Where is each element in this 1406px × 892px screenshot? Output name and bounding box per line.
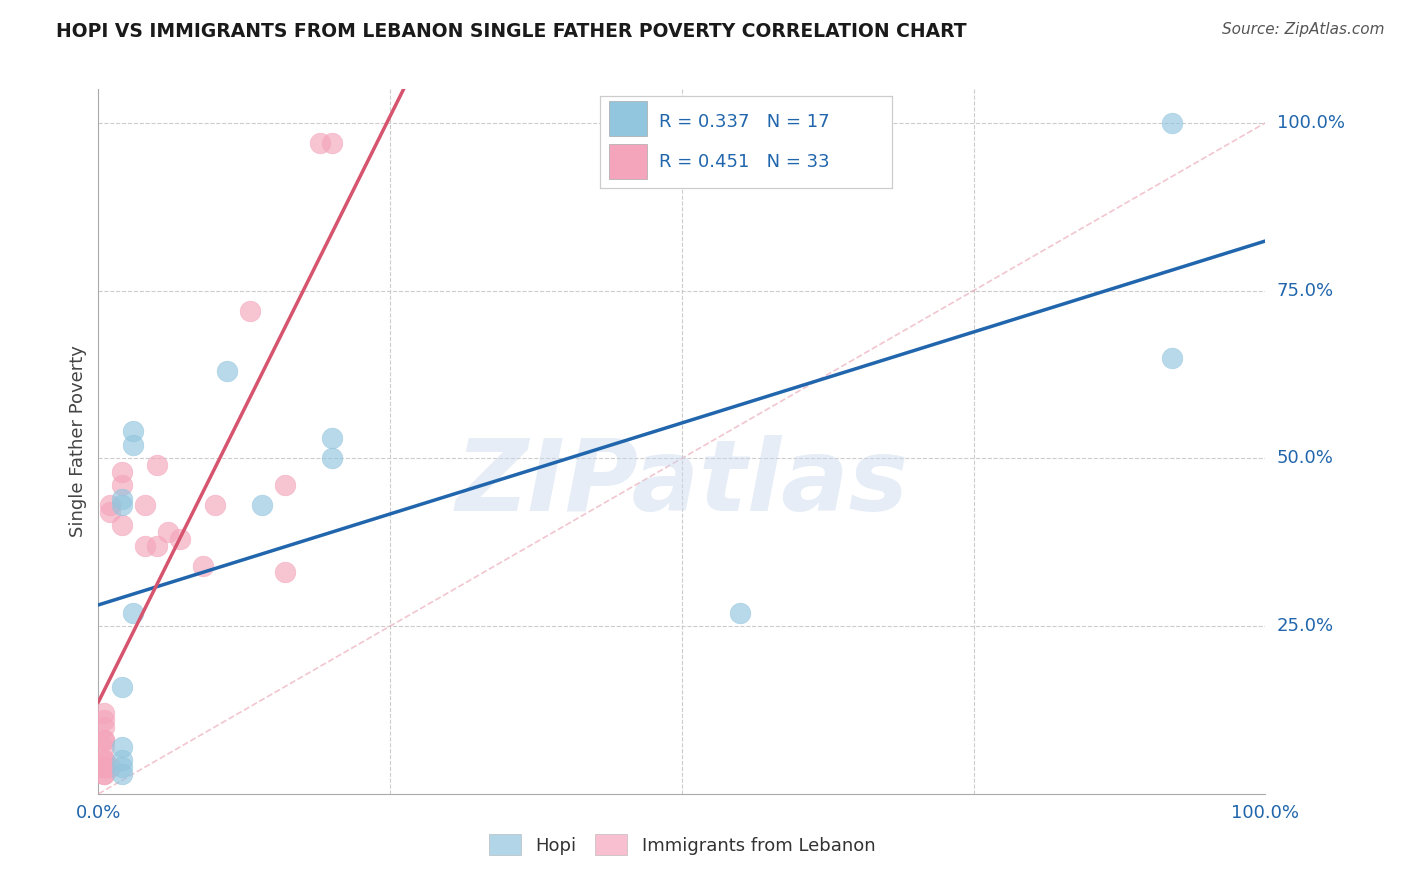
Point [157,525,180,540]
Point [93,766,115,780]
Point [93,720,115,734]
Point [1161,351,1184,365]
Point [111,766,134,780]
Text: HOPI VS IMMIGRANTS FROM LEBANON SINGLE FATHER POVERTY CORRELATION CHART: HOPI VS IMMIGRANTS FROM LEBANON SINGLE F… [56,22,967,41]
Point [98,760,121,774]
Point [93,713,115,727]
Point [215,364,238,378]
Point [122,438,145,452]
Point [111,518,134,533]
Point [250,498,273,512]
Point [169,532,191,546]
Point [111,760,134,774]
Point [93,760,115,774]
Point [111,680,134,694]
Point [239,303,262,318]
Point [93,733,115,747]
Point [93,753,115,767]
Point [122,425,145,439]
Point [321,136,343,150]
Point [111,491,134,506]
Point [309,136,332,150]
Point [111,465,134,479]
Text: 25.0%: 25.0% [1277,617,1334,635]
Point [93,739,115,754]
Point [204,498,226,512]
Point [321,451,343,466]
Point [321,431,343,445]
Point [1161,116,1184,130]
Point [111,739,134,754]
Text: 50.0%: 50.0% [1277,450,1333,467]
Point [93,760,115,774]
Point [93,753,115,767]
Point [111,753,134,767]
Point [98,505,121,519]
Y-axis label: Single Father Poverty: Single Father Poverty [69,345,87,538]
Point [122,606,145,620]
Point [93,766,115,780]
Point [134,498,156,512]
Point [93,733,115,747]
Point [98,498,121,512]
Text: Source: ZipAtlas.com: Source: ZipAtlas.com [1222,22,1385,37]
Point [193,558,215,573]
Text: ZIPatlas: ZIPatlas [456,435,908,533]
Point [274,566,297,580]
Text: 100.0%: 100.0% [1277,114,1344,132]
Point [146,458,169,472]
Text: 75.0%: 75.0% [1277,282,1334,300]
Point [111,498,134,512]
Point [274,478,297,492]
Point [730,606,752,620]
Point [146,539,169,553]
Point [93,706,115,721]
Point [111,478,134,492]
Point [93,760,115,774]
Point [134,539,156,553]
Legend: Hopi, Immigrants from Lebanon: Hopi, Immigrants from Lebanon [481,827,883,863]
Point [93,760,115,774]
